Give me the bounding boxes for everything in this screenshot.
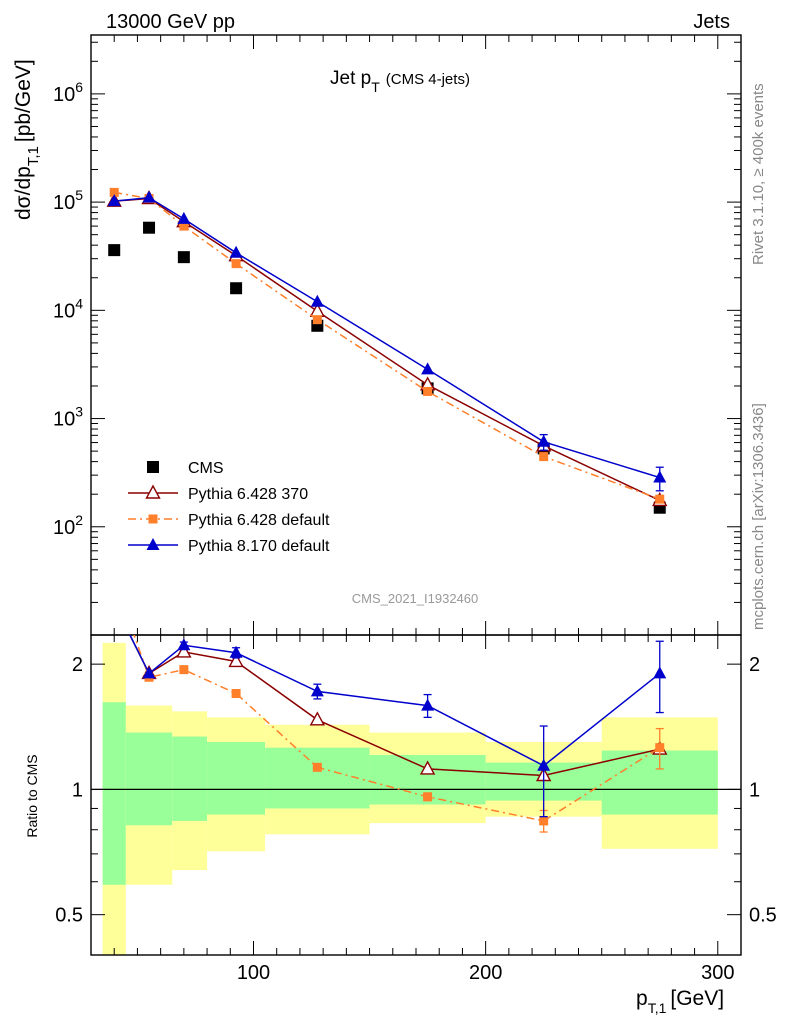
rivet-label: Rivet 3.1.10, ≥ 400k events — [750, 83, 767, 265]
legend-label: Pythia 6.428 default — [188, 512, 330, 529]
ratio-point — [423, 792, 433, 802]
band-inner — [207, 741, 266, 815]
x-tick-label: 300 — [701, 962, 734, 984]
data-point — [655, 494, 665, 504]
data-point — [539, 452, 549, 462]
data-point — [179, 221, 189, 231]
ratio-point — [108, 596, 121, 608]
legend-marker — [145, 484, 161, 499]
y-tick-label: 1 — [72, 779, 83, 801]
legend-label: Pythia 6.428 370 — [188, 486, 308, 503]
data-point — [312, 315, 322, 325]
y-tick-label: 106 — [53, 79, 83, 106]
data-point — [423, 386, 433, 396]
y-tick-label: 0.5 — [55, 905, 83, 927]
ratio-point — [231, 689, 241, 699]
band-inner — [172, 736, 208, 821]
ratio-point — [229, 645, 243, 658]
band-inner — [102, 702, 126, 885]
ratio-point — [179, 665, 189, 675]
analysis-id: CMS_2021_I1932460 — [352, 591, 479, 606]
legend-marker — [148, 514, 158, 524]
y-tick-label-right: 0.5 — [749, 905, 777, 927]
ratio-line — [129, 635, 661, 767]
legend-label: CMS — [188, 460, 224, 477]
data-point — [230, 282, 243, 295]
data-point — [537, 434, 551, 447]
data-point — [229, 245, 243, 258]
data-point — [143, 221, 156, 234]
legend-entry-1: Pythia 6.428 370 — [128, 484, 308, 503]
legend-entry-3: Pythia 8.170 default — [128, 538, 330, 555]
ratio-point — [142, 666, 156, 679]
data-point — [142, 190, 156, 203]
y-tick-label: 102 — [53, 512, 83, 539]
data-point — [653, 470, 667, 483]
series-2 — [109, 187, 665, 504]
ratio-point — [110, 575, 119, 584]
x-tick-label: 200 — [469, 962, 502, 984]
ratio-point — [177, 638, 191, 651]
ratio-bands — [102, 642, 718, 955]
ratio-line — [129, 635, 660, 777]
main-series — [106, 187, 668, 514]
ratio-point — [539, 816, 549, 826]
ratio-y-label: Ratio to CMS — [24, 754, 40, 837]
header-left: 13000 GeV pp — [106, 11, 235, 33]
data-point — [108, 244, 121, 257]
band-inner — [265, 747, 370, 809]
ratio-point — [537, 758, 551, 771]
legend-entry-2: Pythia 6.428 default — [128, 512, 330, 529]
main-y-label: dσ/dpT,1[pb/GeV] — [12, 59, 42, 220]
series-3 — [107, 190, 667, 492]
ratio-series — [108, 575, 668, 833]
legend: CMS Pythia 6.428 370 Pythia 6.428 default P… — [128, 460, 330, 555]
y-tick-label: 104 — [53, 295, 83, 322]
ratio-point — [419, 760, 436, 775]
header-right: Jets — [693, 11, 730, 33]
site-label: mcplots.cern.ch [arXiv:1306.3436] — [750, 403, 767, 630]
x-tick-label: 100 — [237, 962, 270, 984]
data-point — [107, 194, 121, 207]
ratio-point — [653, 666, 667, 679]
ratio-point — [108, 596, 121, 608]
data-point — [421, 362, 435, 375]
y-tick-label: 2 — [72, 654, 83, 676]
ratio-point — [421, 698, 435, 711]
ratio-point — [310, 684, 324, 697]
data-point — [310, 294, 324, 307]
series-line — [114, 197, 661, 502]
legend-marker — [147, 461, 159, 473]
y-tick-label: 105 — [53, 187, 83, 214]
series-line — [114, 196, 660, 479]
data-point — [177, 211, 191, 224]
ratio-point — [176, 643, 192, 658]
ratio-point — [309, 711, 326, 726]
y-tick-label-right: 1 — [749, 779, 760, 801]
data-point — [109, 187, 119, 197]
main-plot: 102 103 104 105 106 — [53, 34, 742, 636]
ratio-point — [228, 652, 244, 668]
x-axis-label: pT,1 [GeV] — [636, 987, 724, 1016]
ratio-point — [655, 743, 665, 753]
legend-label: Pythia 8.170 default — [188, 538, 330, 555]
y-tick-label: 103 — [53, 404, 83, 431]
series-1 — [106, 190, 668, 507]
ratio-line — [133, 635, 661, 822]
data-point — [231, 259, 241, 269]
ratio-plot: 100 200 300 0.5 0.5 1 1 2 2 — [55, 575, 777, 984]
legend-entry-0: CMS — [147, 460, 224, 477]
y-tick-label-right: 2 — [749, 654, 760, 676]
ratio-point — [312, 762, 322, 772]
series-line — [114, 191, 661, 500]
legend-marker — [146, 538, 160, 550]
data-point — [177, 251, 190, 264]
main-title: Jet pT (CMS 4-jets) — [330, 68, 470, 95]
band-inner — [125, 732, 173, 826]
ratio-series-2 — [108, 596, 667, 818]
